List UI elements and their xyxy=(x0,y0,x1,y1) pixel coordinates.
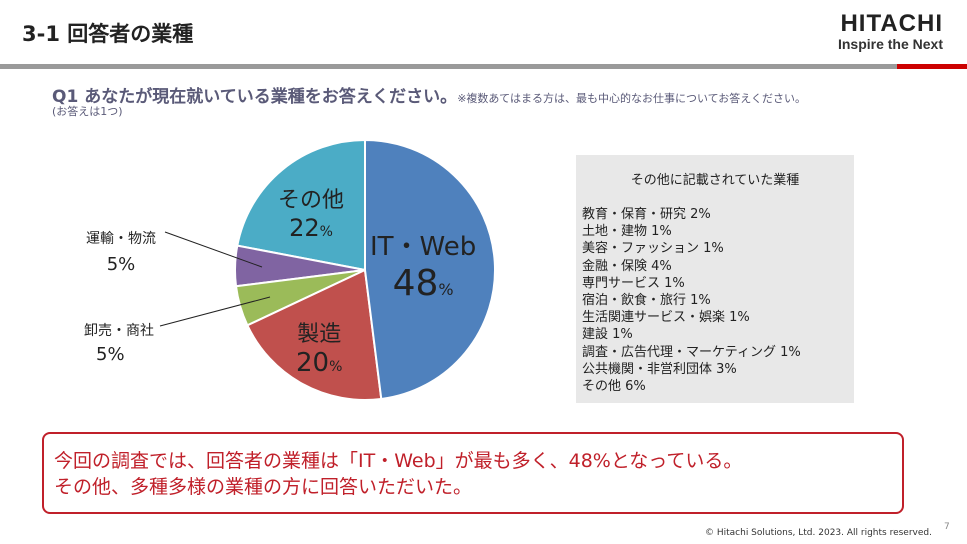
other-industry-item: 建設 1% xyxy=(582,327,633,343)
pie-slice xyxy=(246,268,383,401)
other-industry-item: 調査・広告代理・マーケティング 1% xyxy=(582,344,801,360)
other-industries-box: その他に記載されていた業種 教育・保育・研究 2% 土地・建物 1% 美容・ファッシ… xyxy=(576,155,854,403)
logo-brand: HITACHI xyxy=(840,10,943,37)
label-other: その他 22% xyxy=(278,188,345,242)
other-industry-item: 公共機関・非営利団体 3% xyxy=(582,361,737,377)
other-industry-item: 専門サービス 1% xyxy=(582,275,685,291)
label-transport: 運輸・物流 5% xyxy=(86,231,156,275)
other-industry-item: 宿泊・飲食・旅行 1% xyxy=(582,293,711,309)
hitachi-logo: HITACHI Inspire the Next xyxy=(837,10,943,53)
other-industry-item: その他 6% xyxy=(582,379,646,395)
header-divider xyxy=(0,64,967,69)
pie-slice xyxy=(364,138,496,401)
copyright: © Hitachi Solutions, Ltd. 2023. All righ… xyxy=(705,528,932,538)
other-industries-title: その他に記載されていた業種 xyxy=(630,173,800,188)
pie-slice xyxy=(236,138,366,272)
label-itweb: IT・Web 48% xyxy=(370,232,477,304)
leader-line-transport xyxy=(164,231,263,268)
summary-box: 今回の調査では、回答者の業種は「IT・Web」が最も多く、48%となっている。 … xyxy=(42,432,904,514)
other-industry-item: 教育・保育・研究 2% xyxy=(582,207,711,222)
other-industry-item: 金融・保険 4% xyxy=(582,258,672,274)
question-note: ※複数あてはまる方は、最も中心的なお仕事についてお答えください。 xyxy=(457,92,806,105)
label-wholesale: 卸売・商社 5% xyxy=(84,323,154,365)
summary-line: 今回の調査では、回答者の業種は「IT・Web」が最も多く、48%となっている。 xyxy=(54,450,743,472)
question-sub: (お答えは1つ) xyxy=(52,105,123,118)
page-number: 7 xyxy=(944,522,950,532)
leader-line-wholesale xyxy=(159,296,271,327)
logo-tagline: Inspire the Next xyxy=(837,36,943,52)
label-manufacturing: 製造 20% xyxy=(296,322,343,378)
other-industry-item: 土地・建物 1% xyxy=(582,224,672,240)
other-industry-item: 美容・ファッション 1% xyxy=(582,241,724,257)
question-text: Q1 あなたが現在就いている業種をお答えください。※複数あてはまる方は、最も中心… xyxy=(52,87,806,107)
summary-line: その他、多種多様の業種の方に回答いただいた。 xyxy=(54,476,473,498)
other-industry-item: 生活関連サービス・娯楽 1% xyxy=(582,310,750,326)
page-title: 3-1 回答者の業種 xyxy=(22,22,194,46)
